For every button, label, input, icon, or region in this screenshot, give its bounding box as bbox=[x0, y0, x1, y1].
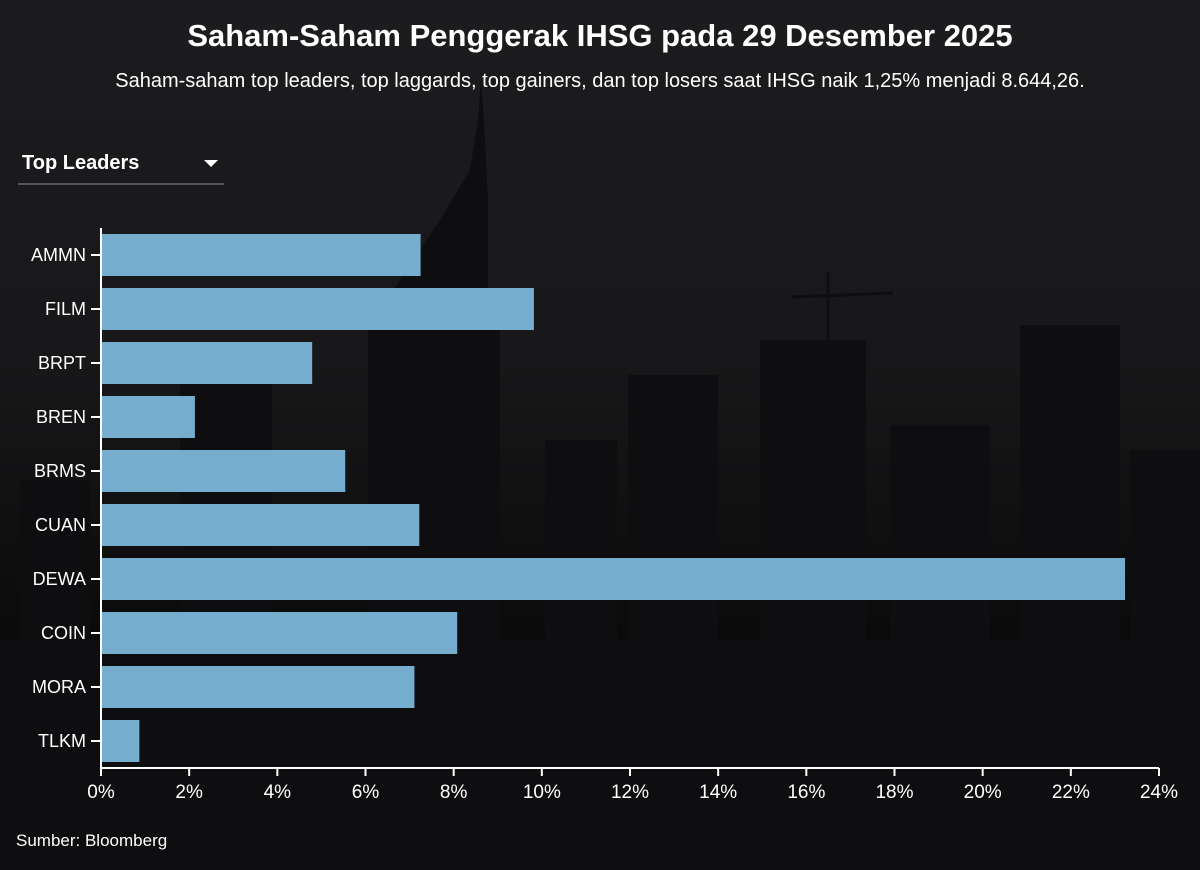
y-tick-label: AMMN bbox=[31, 245, 86, 265]
bar-brms bbox=[101, 450, 346, 492]
bar-tlkm bbox=[101, 720, 140, 762]
chart-title: Saham-Saham Penggerak IHSG pada 29 Desem… bbox=[187, 18, 1013, 53]
x-tick-label: 14% bbox=[699, 782, 737, 803]
x-tick-label: 6% bbox=[352, 782, 380, 803]
y-tick-label: DEWA bbox=[33, 569, 86, 589]
y-tick-label: BREN bbox=[36, 407, 86, 427]
source-note: Sumber: Bloomberg bbox=[16, 831, 168, 850]
x-tick-label: 16% bbox=[787, 782, 825, 803]
x-tick-label: 10% bbox=[523, 782, 561, 803]
x-tick-label: 2% bbox=[175, 782, 203, 803]
x-tick-label: 18% bbox=[875, 782, 913, 803]
x-tick-label: 22% bbox=[1052, 782, 1090, 803]
x-tick-label: 8% bbox=[440, 782, 468, 803]
bar-cuan bbox=[101, 504, 420, 546]
bar-bren bbox=[101, 396, 195, 438]
bar-ammn bbox=[101, 234, 421, 276]
x-tick-label: 4% bbox=[264, 782, 292, 803]
y-tick-label: FILM bbox=[45, 299, 86, 319]
caret-down-icon bbox=[204, 160, 218, 167]
category-dropdown[interactable]: Top Leaders bbox=[18, 150, 224, 185]
y-tick-label: COIN bbox=[41, 623, 86, 643]
bar-dewa bbox=[101, 558, 1126, 600]
y-tick-label: TLKM bbox=[38, 731, 86, 751]
y-tick-label: CUAN bbox=[35, 515, 86, 535]
bar-coin bbox=[101, 612, 458, 654]
chart-subtitle: Saham-saham top leaders, top laggards, t… bbox=[115, 70, 1085, 92]
dropdown-selected-label: Top Leaders bbox=[22, 152, 140, 174]
y-tick-label: MORA bbox=[32, 677, 86, 697]
x-tick-label: 24% bbox=[1140, 782, 1178, 803]
y-tick-label: BRPT bbox=[38, 353, 86, 373]
bar-film bbox=[101, 288, 534, 330]
bar-mora bbox=[101, 666, 415, 708]
x-tick-label: 20% bbox=[964, 782, 1002, 803]
x-tick-label: 12% bbox=[611, 782, 649, 803]
x-tick-label: 0% bbox=[87, 782, 115, 803]
y-tick-label: BRMS bbox=[34, 461, 86, 481]
bar-brpt bbox=[101, 342, 313, 384]
